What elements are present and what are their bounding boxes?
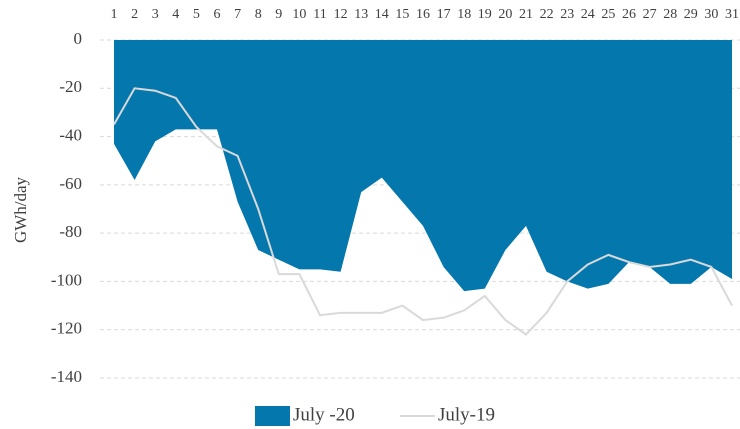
- x-tick-label: 7: [234, 7, 241, 22]
- x-tick-label: 6: [214, 7, 221, 22]
- x-tick-label: 8: [255, 7, 262, 22]
- x-tick-label: 20: [498, 7, 512, 22]
- x-tick-label: 28: [663, 7, 677, 22]
- y-tick-label: 0: [74, 29, 83, 48]
- x-tick-label: 27: [643, 7, 657, 22]
- x-tick-label: 25: [601, 7, 615, 22]
- y-tick-label: -60: [59, 174, 82, 193]
- y-tick-label: -120: [51, 319, 82, 338]
- y-tick-label: -140: [51, 367, 82, 386]
- x-tick-label: 26: [622, 7, 636, 22]
- x-tick-label: 4: [172, 7, 179, 22]
- x-tick-label: 11: [313, 7, 326, 22]
- x-tick-label: 5: [193, 7, 200, 22]
- area: [114, 40, 732, 292]
- legend-label: July-19: [438, 404, 495, 425]
- y-tick-label: -100: [51, 270, 82, 289]
- legend-swatch: [255, 406, 290, 426]
- x-tick-label: 23: [560, 7, 574, 22]
- legend-label: July -20: [293, 404, 355, 425]
- x-tick-label: 19: [478, 7, 492, 22]
- line: [113, 87, 733, 336]
- y-axis-label: GWh/day: [11, 176, 30, 243]
- x-tick-label: 3: [152, 7, 159, 22]
- x-tick-label: 2: [131, 7, 138, 22]
- x-tick-label: 29: [684, 7, 698, 22]
- x-tick-label: 12: [334, 7, 348, 22]
- y-tick-label: -80: [59, 222, 82, 241]
- x-tick-label: 31: [725, 7, 739, 22]
- y-tick-label: -40: [59, 125, 82, 144]
- y-tick-label: -20: [59, 77, 82, 96]
- x-tick-label: 21: [519, 7, 533, 22]
- x-tick-label: 24: [581, 7, 595, 22]
- x-tick-label: 17: [437, 7, 451, 22]
- x-tick-label: 22: [540, 7, 554, 22]
- x-tick-label: 10: [292, 7, 306, 22]
- x-tick-label: 13: [354, 7, 368, 22]
- x-tick-label: 16: [416, 7, 430, 22]
- x-tick-label: 15: [395, 7, 409, 22]
- x-tick-label: 1: [111, 7, 118, 22]
- x-tick-label: 14: [375, 7, 389, 22]
- x-tick-label: 30: [704, 7, 718, 22]
- x-tick-label: 18: [457, 7, 471, 22]
- x-tick-label: 9: [275, 7, 282, 22]
